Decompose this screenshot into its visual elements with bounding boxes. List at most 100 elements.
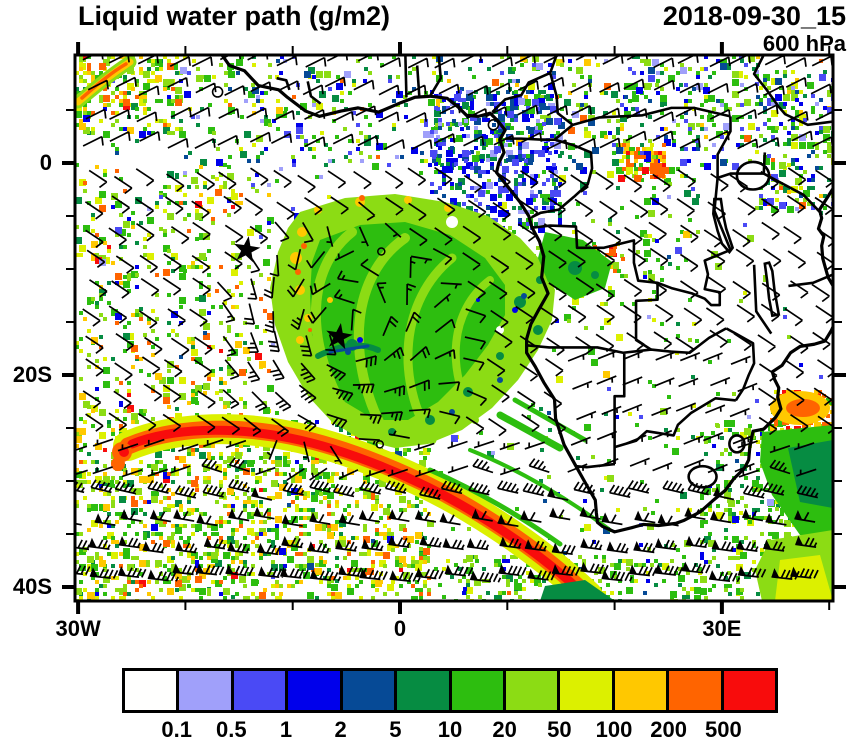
prefrontal-green-streak: [427, 467, 563, 547]
shield-teal-spots: [425, 415, 435, 425]
country-border: [613, 353, 626, 465]
wind-barb-pennants: [75, 486, 804, 581]
colorbar-cell: [342, 671, 398, 710]
colorbar-level-label: 200: [650, 717, 688, 742]
valid-datetime: 2018-09-30_15: [662, 1, 846, 31]
lat-tick-label: 0: [39, 150, 52, 175]
axis-minor-ticks: [66, 46, 842, 610]
shield-dark-streak2: [328, 344, 370, 354]
colorbar-cell: [179, 671, 234, 710]
country-border: [717, 172, 764, 180]
shield-teal-spots: [514, 296, 526, 308]
country-border: [404, 55, 408, 98]
ne-lobe-teal: [568, 261, 582, 275]
colorbar-level-label: 0.1: [161, 717, 192, 742]
shield-blue-spots: [357, 337, 363, 343]
colorbar-cell: [669, 671, 724, 710]
shield-teal-spots: [533, 325, 543, 335]
country-border: [306, 81, 322, 105]
page-title: Liquid water path (g/m2): [78, 1, 391, 31]
colorbar: [122, 668, 778, 713]
spiral-band: [403, 253, 457, 445]
country-border: [614, 397, 736, 449]
colorbar-level-label: 10: [437, 717, 463, 742]
country-border: [762, 152, 767, 174]
calm-station-circle: [211, 86, 224, 98]
shield-navy-spots: [497, 377, 503, 383]
shield-orange-fringe: [297, 227, 307, 237]
shield-orange-fringe2: [308, 328, 312, 332]
shield-teal-spots: [496, 352, 504, 360]
country-border: [415, 65, 421, 97]
map-content: [75, 55, 833, 601]
colorbar-level-label: 20: [492, 717, 517, 742]
colorbar-cell: [560, 671, 615, 710]
shield-orange-fringe: [296, 336, 304, 344]
spiral-band: [451, 276, 494, 424]
front-west-hook: [111, 457, 125, 471]
colorbar-cell: [233, 671, 289, 710]
lat-tick-label: 20S: [12, 362, 52, 387]
colorbar-cell: [397, 671, 452, 710]
country-border: [572, 106, 731, 127]
pressure-level-label: 600 hPa: [762, 31, 846, 56]
colorbar-cell: [614, 671, 670, 710]
country-border: [713, 116, 732, 251]
lon-tick-label: 0: [393, 616, 407, 641]
country-border: [526, 344, 672, 355]
colorbar-cell: [288, 671, 343, 710]
storm-marker-star: [326, 323, 353, 350]
colorbar-level-label: 0.5: [216, 717, 247, 742]
lat-tick-label: 40S: [12, 574, 52, 599]
colorbar-level-label: 2: [334, 717, 347, 742]
country-border: [752, 264, 773, 335]
shield-orange-fringe: [404, 196, 412, 204]
country-border: [548, 72, 575, 141]
colorbar-level-label: 1: [279, 717, 293, 742]
colorbar-cell: [451, 671, 506, 710]
map-frame: [73, 53, 835, 603]
calm-wind-circles: [375, 247, 386, 449]
colorbar-cell: [723, 671, 776, 710]
country-border: [428, 55, 443, 97]
colorbar-level-label: 50: [547, 717, 572, 742]
shield-blue-spots: [512, 307, 518, 313]
colorbar-level-label: 500: [704, 717, 742, 742]
colorbar-cell: [505, 671, 561, 710]
shield-orange-fringe: [327, 297, 333, 303]
colorbar-cell: [125, 671, 180, 710]
shield-orange-fringe2: [295, 269, 301, 275]
country-border: [671, 327, 727, 355]
ne-lobe-teal: [591, 271, 599, 279]
se-streak2: [512, 397, 588, 443]
colorbar-level-label: 5: [389, 717, 402, 742]
country-border: [657, 248, 731, 307]
colorbar-level-label: 100: [595, 717, 633, 742]
shield-white-holes: [446, 216, 458, 228]
lwp-speckle-layer: [75, 55, 833, 601]
storm-marker-star: [234, 236, 261, 263]
spiral-band: [353, 233, 410, 433]
calm-station-circle: [487, 119, 500, 131]
country-border: [491, 55, 558, 114]
bottom-teal-streak: [540, 580, 615, 601]
shield-dark-streak: [315, 342, 381, 359]
shield-navy-spots: [521, 293, 527, 299]
country-border: [763, 172, 822, 214]
lesotho: [687, 464, 718, 489]
shield-teal-spots: [463, 387, 473, 397]
lon-tick-label: 30E: [702, 616, 742, 641]
map-canvas: [62, 42, 846, 614]
lake-tanganyika: [712, 197, 735, 255]
country-border: [505, 137, 594, 219]
country-border: [752, 55, 833, 127]
tl-streak-orange: [80, 62, 128, 100]
country-border: [531, 224, 659, 351]
lon-tick-label: 30W: [55, 616, 101, 641]
country-border: [276, 76, 291, 91]
shield-blue-spots: [476, 298, 480, 302]
axis-major-ticks: [62, 42, 846, 614]
shield-orange-fringe2: [359, 195, 365, 201]
se-streak: [496, 411, 564, 452]
